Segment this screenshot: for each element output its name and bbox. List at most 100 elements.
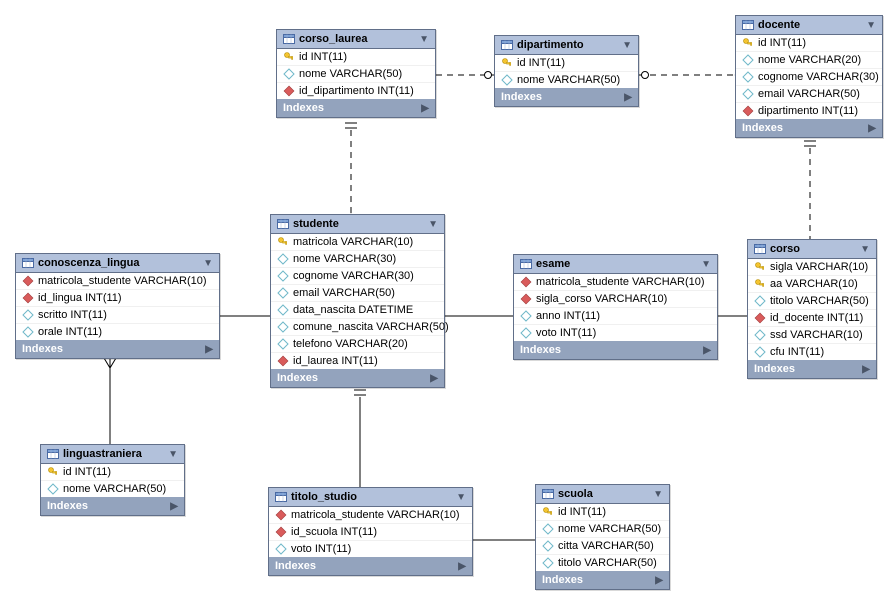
column-row[interactable]: scritto INT(11) <box>16 307 219 324</box>
collapse-icon[interactable]: ▼ <box>866 20 876 31</box>
collapse-icon[interactable]: ▼ <box>428 219 438 230</box>
entity-header[interactable]: linguastraniera▼ <box>41 445 184 464</box>
entity-header[interactable]: titolo_studio▼ <box>269 488 472 507</box>
column-row[interactable]: ssd VARCHAR(10) <box>748 327 876 344</box>
column-row[interactable]: email VARCHAR(50) <box>736 86 882 103</box>
column-row[interactable]: sigla VARCHAR(10) <box>748 259 876 276</box>
entity-esame[interactable]: esame▼matricola_studente VARCHAR(10)sigl… <box>513 254 718 360</box>
indexes-footer[interactable]: Indexes▶ <box>748 360 876 378</box>
attribute-icon <box>542 540 554 552</box>
column-row[interactable]: cfu INT(11) <box>748 344 876 360</box>
indexes-footer[interactable]: Indexes▶ <box>536 571 669 589</box>
column-row[interactable]: matricola_studente VARCHAR(10) <box>269 507 472 524</box>
expand-icon[interactable]: ▶ <box>703 345 711 356</box>
column-label: voto INT(11) <box>291 543 351 555</box>
column-row[interactable]: id INT(11) <box>277 49 435 66</box>
collapse-icon[interactable]: ▼ <box>860 244 870 255</box>
attribute-icon <box>47 483 59 495</box>
entity-header[interactable]: corso▼ <box>748 240 876 259</box>
entity-studente[interactable]: studente▼matricola VARCHAR(10)nome VARCH… <box>270 214 445 388</box>
column-row[interactable]: dipartimento INT(11) <box>736 103 882 119</box>
column-row[interactable]: id_dipartimento INT(11) <box>277 83 435 99</box>
column-row[interactable]: id_scuola INT(11) <box>269 524 472 541</box>
entity-docente[interactable]: docente▼id INT(11)nome VARCHAR(20)cognom… <box>735 15 883 138</box>
collapse-icon[interactable]: ▼ <box>419 34 429 45</box>
expand-icon[interactable]: ▶ <box>170 501 178 512</box>
column-row[interactable]: cognome VARCHAR(30) <box>736 69 882 86</box>
expand-icon[interactable]: ▶ <box>862 364 870 375</box>
column-row[interactable]: nome VARCHAR(50) <box>41 481 184 497</box>
entity-header[interactable]: esame▼ <box>514 255 717 274</box>
entity-header[interactable]: docente▼ <box>736 16 882 35</box>
column-row[interactable]: orale INT(11) <box>16 324 219 340</box>
indexes-footer[interactable]: Indexes▶ <box>41 497 184 515</box>
column-row[interactable]: sigla_corso VARCHAR(10) <box>514 291 717 308</box>
column-row[interactable]: id_laurea INT(11) <box>271 353 444 369</box>
primary-key-icon <box>283 51 295 63</box>
column-row[interactable]: aa VARCHAR(10) <box>748 276 876 293</box>
column-row[interactable]: id INT(11) <box>736 35 882 52</box>
column-row[interactable]: voto INT(11) <box>514 325 717 341</box>
expand-icon[interactable]: ▶ <box>421 103 429 114</box>
entity-header[interactable]: conoscenza_lingua▼ <box>16 254 219 273</box>
column-row[interactable]: id INT(11) <box>41 464 184 481</box>
column-row[interactable]: titolo VARCHAR(50) <box>536 555 669 571</box>
indexes-footer[interactable]: Indexes▶ <box>271 369 444 387</box>
column-row[interactable]: nome VARCHAR(50) <box>277 66 435 83</box>
column-row[interactable]: id_lingua INT(11) <box>16 290 219 307</box>
indexes-footer[interactable]: Indexes▶ <box>277 99 435 117</box>
collapse-icon[interactable]: ▼ <box>701 259 711 270</box>
expand-icon[interactable]: ▶ <box>458 561 466 572</box>
indexes-footer[interactable]: Indexes▶ <box>16 340 219 358</box>
column-row[interactable]: id INT(11) <box>536 504 669 521</box>
connector-conoscenza_lingua-linguastraniera <box>104 358 116 451</box>
expand-icon[interactable]: ▶ <box>655 575 663 586</box>
column-row[interactable]: nome VARCHAR(50) <box>536 521 669 538</box>
expand-icon[interactable]: ▶ <box>430 373 438 384</box>
column-row[interactable]: telefono VARCHAR(20) <box>271 336 444 353</box>
entity-header[interactable]: studente▼ <box>271 215 444 234</box>
expand-icon[interactable]: ▶ <box>868 123 876 134</box>
column-row[interactable]: matricola_studente VARCHAR(10) <box>16 273 219 290</box>
column-row[interactable]: id_docente INT(11) <box>748 310 876 327</box>
column-row[interactable]: cognome VARCHAR(30) <box>271 268 444 285</box>
entity-corso[interactable]: corso▼sigla VARCHAR(10)aa VARCHAR(10)tit… <box>747 239 877 379</box>
collapse-icon[interactable]: ▼ <box>168 449 178 460</box>
collapse-icon[interactable]: ▼ <box>653 489 663 500</box>
entity-header[interactable]: corso_laurea▼ <box>277 30 435 49</box>
indexes-footer[interactable]: Indexes▶ <box>514 341 717 359</box>
entity-scuola[interactable]: scuola▼id INT(11)nome VARCHAR(50)citta V… <box>535 484 670 590</box>
column-row[interactable]: anno INT(11) <box>514 308 717 325</box>
column-row[interactable]: citta VARCHAR(50) <box>536 538 669 555</box>
entity-corso_laurea[interactable]: corso_laurea▼id INT(11)nome VARCHAR(50)i… <box>276 29 436 118</box>
entity-linguastraniera[interactable]: linguastraniera▼id INT(11)nome VARCHAR(5… <box>40 444 185 516</box>
entity-titolo_studio[interactable]: titolo_studio▼matricola_studente VARCHAR… <box>268 487 473 576</box>
indexes-footer[interactable]: Indexes▶ <box>495 88 638 106</box>
entity-title: titolo_studio <box>291 491 456 503</box>
column-row[interactable]: email VARCHAR(50) <box>271 285 444 302</box>
column-row[interactable]: nome VARCHAR(30) <box>271 251 444 268</box>
indexes-footer[interactable]: Indexes▶ <box>269 557 472 575</box>
column-row[interactable]: titolo VARCHAR(50) <box>748 293 876 310</box>
column-row[interactable]: voto INT(11) <box>269 541 472 557</box>
entity-header[interactable]: scuola▼ <box>536 485 669 504</box>
column-row[interactable]: nome VARCHAR(20) <box>736 52 882 69</box>
collapse-icon[interactable]: ▼ <box>456 492 466 503</box>
indexes-footer[interactable]: Indexes▶ <box>736 119 882 137</box>
collapse-icon[interactable]: ▼ <box>203 258 213 269</box>
column-row[interactable]: id INT(11) <box>495 55 638 72</box>
entity-dipartimento[interactable]: dipartimento▼id INT(11)nome VARCHAR(50)I… <box>494 35 639 107</box>
expand-icon[interactable]: ▶ <box>205 344 213 355</box>
collapse-icon[interactable]: ▼ <box>622 40 632 51</box>
column-row[interactable]: matricola_studente VARCHAR(10) <box>514 274 717 291</box>
entity-title: corso <box>770 243 860 255</box>
entity-header[interactable]: dipartimento▼ <box>495 36 638 55</box>
column-row[interactable]: nome VARCHAR(50) <box>495 72 638 88</box>
columns-list: matricola_studente VARCHAR(10)id_scuola … <box>269 507 472 557</box>
expand-icon[interactable]: ▶ <box>624 92 632 103</box>
column-row[interactable]: matricola VARCHAR(10) <box>271 234 444 251</box>
entity-conoscenza_lingua[interactable]: conoscenza_lingua▼matricola_studente VAR… <box>15 253 220 359</box>
attribute-icon <box>277 270 289 282</box>
column-row[interactable]: data_nascita DATETIME <box>271 302 444 319</box>
column-row[interactable]: comune_nascita VARCHAR(50) <box>271 319 444 336</box>
